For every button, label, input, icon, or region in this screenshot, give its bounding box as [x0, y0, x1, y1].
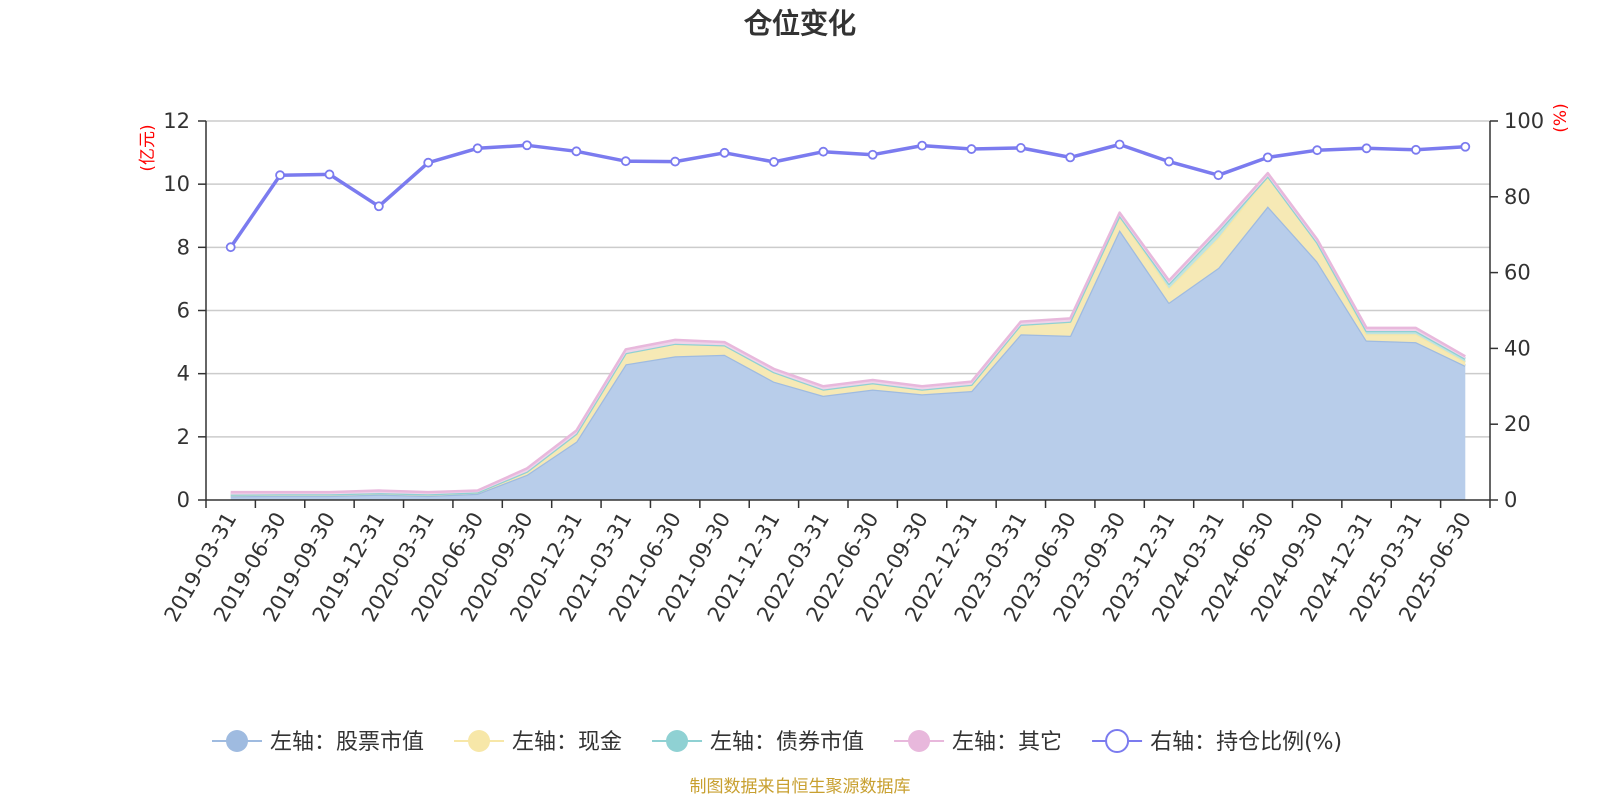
- ratio-point: [571, 146, 582, 157]
- left-axis-tick-label: 2: [177, 425, 190, 449]
- ratio-point: [522, 140, 532, 151]
- legend-label-other: 左轴：其它: [952, 730, 1062, 755]
- ratio-point: [423, 157, 434, 168]
- left-axis-tick-label: 6: [177, 299, 190, 323]
- legend-label-ratio: 右轴：持仓比例(%): [1150, 730, 1342, 755]
- right-axis-tick-label: 60: [1504, 261, 1531, 285]
- ratio-point: [1015, 143, 1026, 153]
- ratio-point: [867, 149, 878, 160]
- legend-marker-bond: [666, 730, 689, 752]
- ratio-line: [229, 142, 1466, 249]
- right-axis-unit: (%): [1551, 103, 1571, 132]
- ratio-point: [275, 170, 285, 181]
- ratio-point: [373, 201, 384, 212]
- legend-marker-cash: [468, 730, 491, 752]
- legend: 左轴：股票市值 左轴：现金 左轴：债券市值 左轴：其它 右轴：持仓比例(%): [212, 729, 1342, 755]
- right-axis-tick-label: 40: [1504, 336, 1531, 360]
- series-line-other: [230, 171, 1466, 494]
- ratio-point: [1114, 139, 1125, 150]
- right-axis-tick-label: 0: [1504, 488, 1517, 512]
- ratio-point: [917, 140, 927, 151]
- right-axis-tick-label: 20: [1504, 412, 1531, 436]
- left-axis-tick-label: 8: [177, 235, 190, 259]
- ratio-point: [1312, 145, 1323, 156]
- ratio-point: [769, 157, 779, 167]
- right-axis-tick-label: 100: [1504, 109, 1544, 133]
- ratio-point: [719, 147, 730, 158]
- ratio-point: [472, 143, 483, 154]
- series-area-stock: [230, 206, 1466, 501]
- ratio-point: [1262, 152, 1273, 163]
- ratio-point: [966, 144, 977, 154]
- ratio-point: [1065, 152, 1076, 163]
- chart-title: 仓位变化: [744, 7, 856, 40]
- data-source-note: 制图数据来自恒生聚源数据库: [690, 777, 911, 797]
- ratio-point: [1164, 156, 1174, 167]
- right-axis-tick-label: 80: [1504, 185, 1531, 209]
- ratio-point: [1361, 143, 1372, 154]
- ratio-point: [1460, 141, 1471, 152]
- legend-label-bond: 左轴：债券市值: [710, 730, 864, 755]
- legend-marker-other: [908, 730, 931, 752]
- stacked-areas: [230, 171, 1466, 501]
- left-axis-unit: (亿元): [138, 124, 158, 171]
- ratio-point: [324, 169, 335, 180]
- left-axis-tick-label: 0: [177, 488, 190, 512]
- ratio-point: [670, 156, 681, 167]
- legend-label-stock: 左轴：股票市值: [270, 730, 424, 755]
- legend-marker-stock: [226, 730, 248, 752]
- left-axis-tick-label: 4: [177, 362, 190, 386]
- ratio-line-layer: [225, 139, 1471, 253]
- ratio-point: [225, 242, 236, 253]
- ratio-point: [1213, 170, 1224, 181]
- ratio-point: [620, 156, 631, 167]
- legend-marker-ratio: [1105, 729, 1130, 753]
- ratio-point: [818, 146, 829, 157]
- ratio-point: [1411, 144, 1421, 155]
- left-axis-tick-label: 10: [163, 172, 190, 196]
- left-axis-tick-label: 12: [163, 109, 190, 133]
- legend-label-cash: 左轴：现金: [512, 730, 622, 755]
